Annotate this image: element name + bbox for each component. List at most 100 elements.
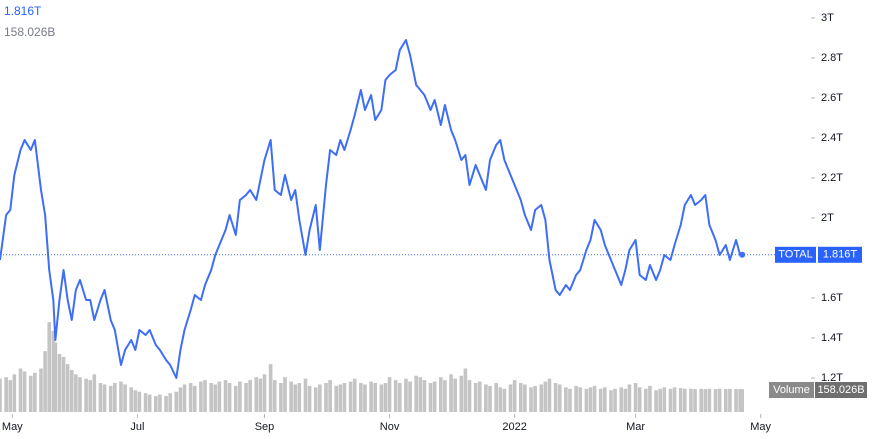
current-volume: 158.026B	[4, 25, 55, 39]
volume-bar	[477, 381, 482, 412]
volume-bar	[199, 381, 203, 412]
volume-bar	[633, 383, 638, 412]
volume-bar	[43, 351, 47, 412]
volume-bar	[494, 383, 498, 412]
volume-bar	[738, 389, 742, 412]
volume-bar	[547, 378, 552, 412]
volume-bar	[18, 368, 23, 412]
volume-bar	[644, 388, 648, 412]
volume-bar	[51, 330, 56, 412]
volume-bar	[533, 385, 537, 412]
volume-bar	[428, 383, 433, 412]
volume-bar	[734, 389, 738, 412]
volume-bar	[619, 387, 624, 412]
volume-bar	[568, 388, 572, 412]
volume-bar	[334, 385, 339, 412]
volume-bar	[439, 377, 443, 412]
volume-bar	[254, 377, 259, 412]
volume-bar	[65, 364, 70, 412]
volume-bar	[383, 383, 388, 412]
volume-bar	[4, 377, 8, 412]
volume-bar	[217, 381, 222, 412]
volume-bar	[592, 385, 597, 412]
volume-bar	[498, 387, 503, 412]
volume-bar	[88, 380, 93, 412]
volume-bar	[484, 384, 488, 412]
volume-bar	[449, 374, 453, 412]
volume-bar	[432, 381, 437, 412]
volume-bar	[174, 391, 179, 412]
volume-bar	[443, 380, 447, 412]
x-tick-label: 2022	[502, 421, 526, 433]
volume-bar	[422, 380, 427, 412]
price-tag-name-bg	[775, 246, 816, 263]
volume-bar	[98, 383, 103, 412]
volume-bar	[313, 387, 318, 412]
volume-bar	[248, 380, 252, 412]
volume-bar	[213, 384, 218, 412]
volume-bar	[272, 380, 277, 412]
volume-bar	[158, 394, 162, 412]
volume-bar	[143, 393, 148, 412]
volume-bar	[168, 393, 172, 412]
volume-bar	[463, 368, 468, 412]
volume-bar	[723, 389, 728, 412]
volume-bar	[648, 385, 652, 412]
y-tick-label: 2.6T	[821, 92, 843, 104]
volume-bar	[133, 390, 138, 412]
volume-bar	[39, 368, 43, 412]
volume-bar	[682, 388, 687, 412]
volume-bar	[662, 387, 667, 412]
x-tick-label: Mar	[626, 421, 645, 433]
volume-bar	[713, 389, 718, 412]
volume-bar	[203, 380, 207, 412]
volume-tag-value-bg	[815, 382, 867, 398]
volume-bar	[502, 388, 507, 412]
volume-bar	[352, 378, 357, 412]
x-tick-label: Sep	[255, 421, 275, 433]
volume-bar	[613, 388, 617, 412]
volume-bar	[523, 384, 527, 412]
volume-bar	[473, 383, 478, 412]
y-tick-label: 2.8T	[821, 52, 843, 64]
volume-bar	[233, 385, 238, 412]
volume-bar	[188, 383, 193, 412]
volume-bar	[387, 377, 392, 412]
volume-bar	[84, 378, 88, 412]
volume-bar	[627, 384, 632, 412]
volume-bar	[28, 375, 33, 412]
current-price: 1.816T	[4, 4, 42, 18]
y-tick-label: 1.4T	[821, 332, 843, 344]
volume-bar	[289, 381, 293, 412]
y-tick-label: 2T	[821, 212, 834, 224]
volume-bar	[164, 396, 168, 412]
volume-bar	[192, 385, 197, 412]
volume-bar	[61, 356, 66, 412]
x-tick-label: May	[750, 421, 771, 433]
y-tick-label: 1.6T	[821, 292, 843, 304]
price-line	[0, 39, 743, 379]
volume-bar	[12, 374, 17, 412]
volume-bar	[328, 380, 332, 412]
volume-bar	[262, 374, 267, 412]
volume-bar	[8, 380, 13, 412]
volume-bar	[404, 378, 408, 412]
volume-bar	[33, 372, 37, 412]
volume-bar	[603, 387, 607, 412]
x-tick-label: May	[2, 421, 23, 433]
volume-bar	[588, 387, 593, 412]
volume-bar	[598, 388, 603, 412]
volume-bar	[689, 388, 693, 412]
volume-bar	[209, 383, 213, 412]
volume-bar	[672, 387, 677, 412]
volume-bar	[707, 388, 712, 412]
volume-bar	[178, 387, 183, 412]
price-tag-value: 1.816T	[823, 249, 858, 261]
y-tick-label: 2.4T	[821, 132, 843, 144]
volume-bar	[623, 388, 628, 412]
volume-bar	[518, 383, 523, 412]
price-tag-value-bg	[818, 246, 862, 263]
volume-tag-value: 158.026B	[817, 384, 864, 396]
volume-bar	[22, 371, 27, 412]
